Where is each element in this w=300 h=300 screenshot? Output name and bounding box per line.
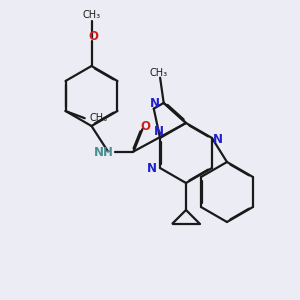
Text: O: O	[140, 119, 151, 133]
Text: CH₃: CH₃	[150, 68, 168, 78]
Text: O: O	[88, 29, 98, 43]
Text: CH₃: CH₃	[82, 10, 100, 20]
Text: NH: NH	[94, 146, 113, 160]
Text: CH₃: CH₃	[89, 113, 107, 123]
Text: N: N	[150, 97, 160, 110]
Text: N: N	[154, 125, 164, 138]
Text: N: N	[147, 161, 157, 175]
Text: N: N	[212, 133, 222, 146]
